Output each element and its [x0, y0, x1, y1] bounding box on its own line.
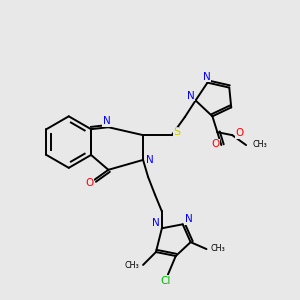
Text: CH₃: CH₃	[124, 261, 139, 270]
Text: N: N	[152, 218, 160, 228]
Text: O: O	[211, 139, 220, 149]
Text: Cl: Cl	[161, 276, 171, 286]
Text: O: O	[85, 178, 94, 188]
Text: N: N	[185, 214, 193, 224]
Text: N: N	[146, 155, 154, 165]
Text: CH₃: CH₃	[252, 140, 267, 148]
Text: O: O	[235, 128, 243, 138]
Text: CH₃: CH₃	[210, 244, 225, 253]
Text: N: N	[187, 91, 194, 100]
Text: N: N	[103, 116, 110, 126]
Text: S: S	[173, 127, 180, 137]
Text: N: N	[202, 72, 210, 82]
